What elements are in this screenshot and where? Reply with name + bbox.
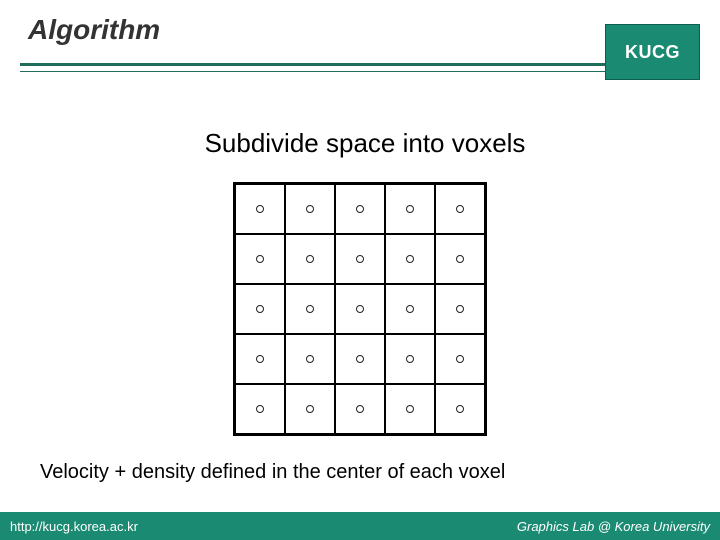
voxel-cell [335, 284, 385, 334]
voxel-cell [235, 234, 285, 284]
voxel-cell [335, 184, 385, 234]
voxel-cell [435, 284, 485, 334]
voxel-cell [385, 284, 435, 334]
voxel-cell [285, 184, 335, 234]
voxel-cell [435, 334, 485, 384]
voxel-center-dot [456, 355, 464, 363]
footer-credit: Graphics Lab @ Korea University [517, 519, 710, 534]
voxel-center-dot [306, 355, 314, 363]
rule-thin [20, 71, 605, 72]
voxel-center-dot [406, 255, 414, 263]
voxel-cell [335, 334, 385, 384]
voxel-center-dot [456, 405, 464, 413]
org-badge-label: KUCG [625, 42, 680, 63]
header-rules [20, 63, 605, 72]
subtitle: Subdivide space into voxels [0, 128, 720, 159]
voxel-cell [435, 184, 485, 234]
slide: Algorithm KUCG Subdivide space into voxe… [0, 0, 720, 540]
voxel-center-dot [356, 255, 364, 263]
voxel-cell [385, 184, 435, 234]
voxel-cell [335, 234, 385, 284]
voxel-cell [435, 384, 485, 434]
slide-title: Algorithm [20, 14, 700, 46]
voxel-cell [435, 234, 485, 284]
voxel-center-dot [256, 305, 264, 313]
voxel-cell [285, 284, 335, 334]
rule-thick [20, 63, 605, 66]
voxel-center-dot [456, 305, 464, 313]
voxel-cell [235, 384, 285, 434]
voxel-center-dot [256, 355, 264, 363]
voxel-center-dot [356, 305, 364, 313]
voxel-cell [385, 384, 435, 434]
voxel-center-dot [456, 255, 464, 263]
voxel-center-dot [356, 405, 364, 413]
org-badge: KUCG [605, 24, 700, 80]
footer-url: http://kucg.korea.ac.kr [10, 519, 138, 534]
voxel-center-dot [306, 305, 314, 313]
voxel-grid-wrap [0, 182, 720, 436]
voxel-cell [285, 384, 335, 434]
voxel-center-dot [406, 205, 414, 213]
voxel-center-dot [306, 405, 314, 413]
voxel-cell [335, 384, 385, 434]
voxel-center-dot [406, 405, 414, 413]
footer: http://kucg.korea.ac.kr Graphics Lab @ K… [0, 512, 720, 540]
voxel-cell [235, 334, 285, 384]
voxel-center-dot [306, 205, 314, 213]
voxel-center-dot [406, 355, 414, 363]
voxel-center-dot [356, 205, 364, 213]
voxel-cell [235, 184, 285, 234]
subtitle-text: Subdivide space into voxels [195, 128, 526, 159]
voxel-center-dot [256, 405, 264, 413]
voxel-cell [235, 284, 285, 334]
slide-header: Algorithm KUCG [20, 14, 700, 72]
voxel-grid [233, 182, 487, 436]
voxel-center-dot [406, 305, 414, 313]
voxel-center-dot [306, 255, 314, 263]
voxel-center-dot [256, 205, 264, 213]
voxel-center-dot [256, 255, 264, 263]
voxel-cell [385, 334, 435, 384]
voxel-cell [285, 234, 335, 284]
caption: Velocity + density defined in the center… [40, 461, 505, 484]
voxel-cell [285, 334, 335, 384]
voxel-cell [385, 234, 435, 284]
voxel-center-dot [456, 205, 464, 213]
voxel-center-dot [356, 355, 364, 363]
